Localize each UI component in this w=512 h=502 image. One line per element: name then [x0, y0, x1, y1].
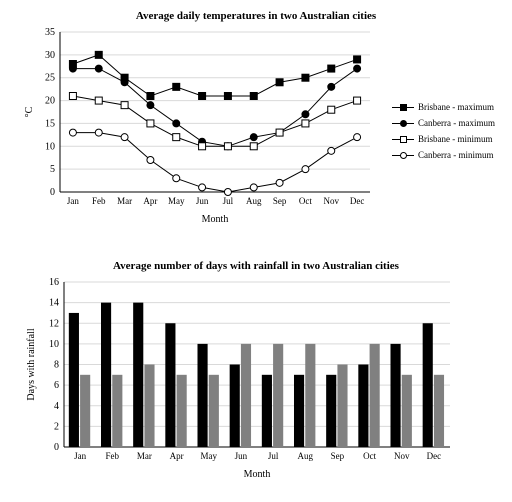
svg-text:10: 10 [49, 339, 59, 350]
svg-text:Apr: Apr [170, 451, 184, 461]
svg-text:Month: Month [244, 469, 271, 480]
svg-text:Nov: Nov [324, 196, 340, 206]
svg-text:Dec: Dec [350, 196, 365, 206]
svg-text:4: 4 [54, 401, 59, 412]
svg-text:Days with rainfall: Days with rainfall [26, 328, 37, 400]
svg-text:May: May [168, 196, 185, 206]
svg-text:15: 15 [45, 118, 55, 129]
svg-text:20: 20 [45, 96, 55, 107]
legend-item: Canberra - maximum [392, 116, 495, 130]
svg-text:Jul: Jul [223, 196, 234, 206]
svg-text:10: 10 [45, 141, 55, 152]
svg-text:Aug: Aug [298, 451, 314, 461]
svg-text:Feb: Feb [92, 196, 106, 206]
svg-text:5: 5 [50, 164, 55, 175]
svg-text:Sep: Sep [273, 196, 287, 206]
rainfall-chart-title: Average number of days with rainfall in … [20, 260, 492, 272]
svg-text:8: 8 [54, 360, 59, 371]
svg-text:14: 14 [49, 298, 59, 309]
svg-text:Jun: Jun [196, 196, 209, 206]
svg-text:Aug: Aug [246, 196, 262, 206]
temperature-chart-svg: 0 5 10 15 20 25 30 35 Jan Feb Mar Apr May Jun Jul Aug Se… [20, 26, 380, 226]
svg-text:Nov: Nov [394, 451, 410, 461]
svg-text:Apr: Apr [143, 196, 157, 206]
svg-text:Feb: Feb [106, 451, 120, 461]
svg-text:Mar: Mar [117, 196, 132, 206]
svg-text:16: 16 [49, 277, 59, 288]
svg-text:Mar: Mar [137, 451, 152, 461]
legend-item: Brisbane - maximum [392, 100, 495, 114]
svg-text:0: 0 [50, 187, 55, 198]
svg-text:May: May [201, 451, 218, 461]
svg-text:12: 12 [49, 318, 59, 329]
legend-item: Canberra - minimum [392, 148, 495, 162]
svg-text:°C: °C [24, 106, 35, 117]
svg-text:Sep: Sep [331, 451, 345, 461]
svg-text:Oct: Oct [299, 196, 312, 206]
svg-text:Month: Month [202, 214, 229, 225]
legend-item: Brisbane - minimum [392, 132, 495, 146]
svg-text:35: 35 [45, 27, 55, 38]
svg-text:2: 2 [54, 421, 59, 432]
svg-text:25: 25 [45, 73, 55, 84]
svg-text:Oct: Oct [363, 451, 376, 461]
svg-text:6: 6 [54, 380, 59, 391]
svg-text:Jul: Jul [268, 451, 279, 461]
svg-text:0: 0 [54, 442, 59, 453]
rainfall-chart: Average number of days with rainfall in … [20, 260, 492, 490]
svg-text:Jan: Jan [67, 196, 79, 206]
rainfall-chart-svg: 0 2 4 6 8 10 12 14 16 Jan Feb Mar Apr May Jun Jul Aug Sep… [20, 276, 460, 481]
temperature-chart: Average daily temperatures in two Austra… [20, 10, 492, 235]
svg-text:Jun: Jun [235, 451, 248, 461]
svg-text:30: 30 [45, 50, 55, 61]
temperature-chart-title: Average daily temperatures in two Austra… [20, 10, 492, 22]
svg-text:Dec: Dec [427, 451, 442, 461]
temperature-chart-legend: Brisbane - maximum Canberra - maximum Bris… [392, 100, 495, 164]
svg-text:Jan: Jan [74, 451, 86, 461]
